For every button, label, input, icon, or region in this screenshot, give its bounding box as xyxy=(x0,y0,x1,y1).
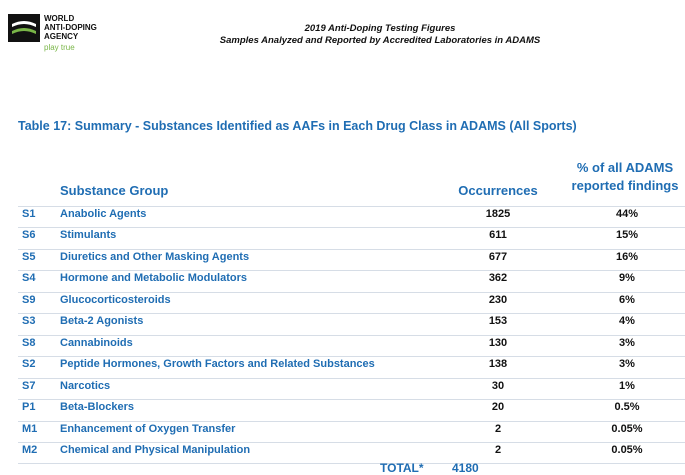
row-code: S4 xyxy=(22,272,36,285)
row-name: Beta-Blockers xyxy=(60,401,134,414)
row-code: P1 xyxy=(22,401,36,414)
row-occurrences: 2 xyxy=(494,422,502,435)
row-name: Hormone and Metabolic Modulators xyxy=(60,272,248,285)
row-percent: 6% xyxy=(619,293,635,306)
row-percent: 15% xyxy=(615,229,639,242)
logo-text: AGENCY xyxy=(44,32,79,41)
row-separator xyxy=(18,291,685,293)
row-separator xyxy=(18,377,685,379)
row-separator xyxy=(18,356,685,358)
row-name: Enhancement of Oxygen Transfer xyxy=(60,422,236,435)
total-value: 4180 xyxy=(452,461,479,475)
row-separator xyxy=(18,441,685,443)
row-code: S3 xyxy=(22,315,36,328)
row-percent: 0.05% xyxy=(611,443,643,456)
row-percent: 3% xyxy=(619,358,635,371)
row-name: Anabolic Agents xyxy=(60,208,147,220)
row-percent: 44% xyxy=(615,208,639,220)
row-separator xyxy=(18,463,685,465)
column-header: reported findings xyxy=(571,178,679,193)
row-separator xyxy=(18,206,685,207)
row-separator xyxy=(18,334,685,336)
logo-tagline: play true xyxy=(44,43,75,52)
row-name: Beta-2 Agonists xyxy=(60,315,144,328)
row-percent: 16% xyxy=(615,250,639,263)
row-name: Peptide Hormones, Growth Factors and Rel… xyxy=(60,358,375,371)
row-percent: 3% xyxy=(619,336,635,349)
row-occurrences: 611 xyxy=(489,229,507,242)
row-code: S6 xyxy=(22,229,36,242)
row-occurrences: 153 xyxy=(488,315,508,328)
row-occurrences: 20 xyxy=(491,401,505,414)
row-code: M1 xyxy=(22,422,38,435)
column-header: % of all ADAMS xyxy=(576,160,674,175)
row-code: S5 xyxy=(22,250,36,263)
header-title: 2019 Anti-Doping Testing Figures xyxy=(304,23,456,34)
row-separator xyxy=(18,227,685,229)
row-code: S9 xyxy=(22,293,36,306)
logo-text: ANTI-DOPING xyxy=(44,23,97,32)
logo-icon xyxy=(8,14,40,42)
header-subtitle: Samples Analyzed and Reported by Accredi… xyxy=(219,35,541,46)
row-name: Narcotics xyxy=(60,379,111,392)
row-code: S2 xyxy=(22,358,36,371)
logo-text: WORLD xyxy=(44,14,75,23)
row-code: S1 xyxy=(22,208,36,220)
row-separator xyxy=(18,248,685,250)
row-code: M2 xyxy=(22,443,38,456)
row-code: S8 xyxy=(22,336,36,349)
total-label: TOTAL* xyxy=(380,461,424,475)
row-occurrences: 138 xyxy=(488,358,508,371)
row-occurrences: 362 xyxy=(488,272,508,285)
table-title: Table 17: Summary - Substances Identifie… xyxy=(18,119,577,133)
row-percent: 1% xyxy=(619,379,635,392)
row-separator xyxy=(18,420,685,422)
row-code: S7 xyxy=(22,379,36,392)
row-occurrences: 677 xyxy=(488,250,508,263)
column-header: Substance Group xyxy=(60,183,169,198)
row-name: Stimulants xyxy=(60,229,117,242)
row-occurrences: 230 xyxy=(488,293,508,306)
row-name: Chemical and Physical Manipulation xyxy=(60,443,251,456)
row-separator xyxy=(18,270,685,272)
row-percent: 9% xyxy=(619,272,635,285)
row-occurrences: 130 xyxy=(488,336,508,349)
row-occurrences: 2 xyxy=(494,443,502,456)
row-separator xyxy=(18,313,685,315)
row-name: Diuretics and Other Masking Agents xyxy=(60,250,250,263)
row-name: Cannabinoids xyxy=(60,336,133,349)
row-occurrences: 30 xyxy=(491,379,505,392)
row-percent: 4% xyxy=(619,315,635,328)
row-name: Glucocorticosteroids xyxy=(60,293,171,306)
column-header: Occurrences xyxy=(458,183,538,198)
row-percent: 0.05% xyxy=(611,422,643,435)
row-separator xyxy=(18,399,685,401)
row-percent: 0.5% xyxy=(614,401,640,414)
row-occurrences: 1825 xyxy=(485,208,511,220)
